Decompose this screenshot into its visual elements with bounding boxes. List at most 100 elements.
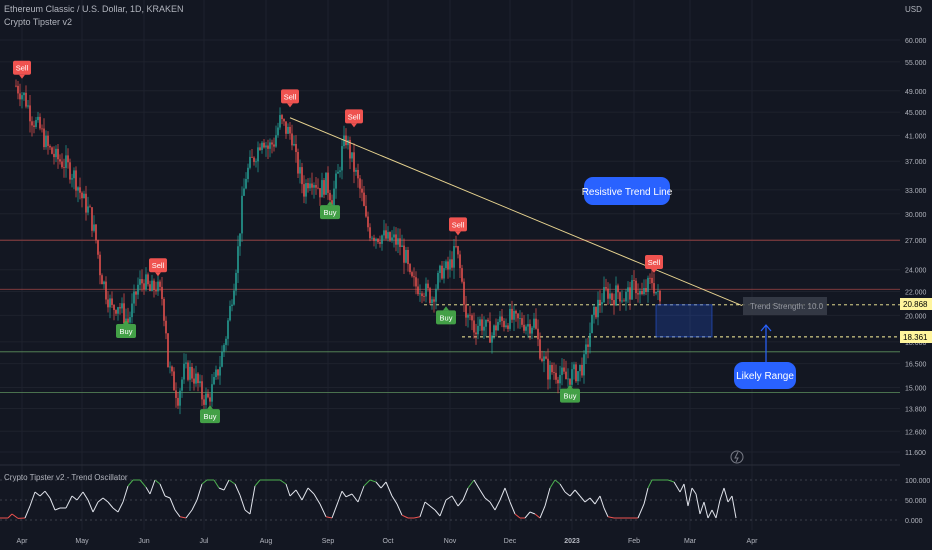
candle-body [267,145,269,149]
candle-body [369,227,371,239]
candle-body [411,272,413,277]
candle-body [605,287,607,289]
oscillator-segment [174,509,181,518]
x-tick-label: Dec [504,538,517,545]
candle-body [33,125,35,127]
sell-signal-marker: Sell [449,217,467,236]
candle-body [363,192,365,206]
y-tick-label: 13.800 [905,406,927,413]
marker-bubble [320,205,340,220]
candle-body [421,293,423,297]
oscillator-segment [524,511,531,519]
candle-body [557,379,559,384]
oscillator-segment [29,491,36,507]
oscillator-segment [687,487,693,507]
trend-oscillator-pane: 100.000 50.000 0.000 [0,478,930,525]
price-levels [0,239,900,394]
oscillator-segment [213,479,220,489]
oscillator-segment [11,513,19,519]
oscillator-segment [699,501,705,515]
candle-body [197,373,199,384]
candle-body [55,148,57,158]
resistive-trend-line[interactable] [289,117,743,307]
candle-body [501,316,503,321]
oscillator-segment [539,505,546,519]
candle-body [75,170,77,191]
sell-signal-marker: Sell [149,258,167,277]
marker-bubble [645,255,663,270]
candle-body [183,363,185,380]
candle-body [489,321,491,343]
oscillator-segment [434,509,441,517]
oscillator-segment [279,479,287,485]
candle-body [83,193,85,199]
candle-body [517,313,519,319]
oscillator-segment [92,501,99,513]
candle-body [487,319,489,322]
y-tick-label: 11.600 [905,450,926,457]
oscillator-segment [599,495,605,509]
candle-body [419,293,421,295]
oscillator-segment [683,483,689,507]
candle-body [289,126,291,134]
signal-label: Buy [324,208,337,217]
tag-bg [900,298,932,310]
candle-body [311,183,313,188]
candle-body [177,397,179,406]
buy-signal-marker: Buy [116,319,136,338]
candle-body [237,246,239,273]
candle-body [153,280,155,291]
candle-body [547,358,549,380]
oscillator-segment [509,501,516,515]
oscillator-segment [457,499,464,507]
candle-body [129,317,131,323]
trend-strength-label: Trend Strength: 10.0 [743,297,827,315]
marker-pointer [443,306,449,311]
price-axis[interactable]: 60.000 55.000 49.000 45.000 41.000 37.000 33.0… [905,38,927,457]
marker-bubble [436,310,456,325]
time-axis[interactable]: Apr May Jun Jul Aug Sep Oct Nov Dec 2023 Feb Mar Apr [17,538,759,545]
sell-signal-marker: Sell [645,255,663,274]
candle-body [95,224,97,241]
oscillator-segment [169,497,176,511]
symbol-title[interactable]: Ethereum Classic / U.S. Dollar, 1D, KRAK… [4,4,184,14]
trend-line-segment[interactable] [289,117,743,307]
candle-body [599,299,601,305]
candle-body [185,362,187,364]
candle-body [571,369,573,385]
candle-body [623,300,625,302]
oscillator-title[interactable]: Crypto Tipster v2 - Trend Oscillator [4,473,128,482]
oscillator-segment [228,479,236,485]
oscillator-segment [424,501,431,507]
candle-body [493,325,495,336]
candle-body [413,276,415,278]
signal-label: Sell [348,112,361,121]
indicator-name[interactable]: Crypto Tipster v2 [4,17,73,27]
candle-body [259,147,261,151]
oscillator-segment [351,493,359,503]
candle-body [199,381,201,384]
tag-bg [900,331,932,343]
oscillator-segment [391,495,398,505]
oscillator-segment [643,487,649,505]
signal-markers: Sell Buy Sell Buy Sell Buy Sell Sell Buy Buy Sell [13,60,663,424]
oscillator-segment [494,499,501,511]
candle-body [105,281,107,300]
oscillator-segment [159,483,166,497]
oscillator-segment [451,495,459,507]
candle-body [307,183,309,189]
candle-body [301,167,303,185]
candle-body [367,216,369,228]
oscillator-segment [369,479,377,483]
oscillator-segment [7,513,13,519]
lightning-icon[interactable] [730,450,744,464]
candle-body [653,283,655,294]
oscillator-segment [337,491,343,503]
candle-body [497,322,499,331]
oscillator-segment [529,511,536,515]
candle-body [31,121,33,126]
candle-body [393,234,395,238]
candle-body [243,188,245,196]
candle-body [309,183,311,189]
